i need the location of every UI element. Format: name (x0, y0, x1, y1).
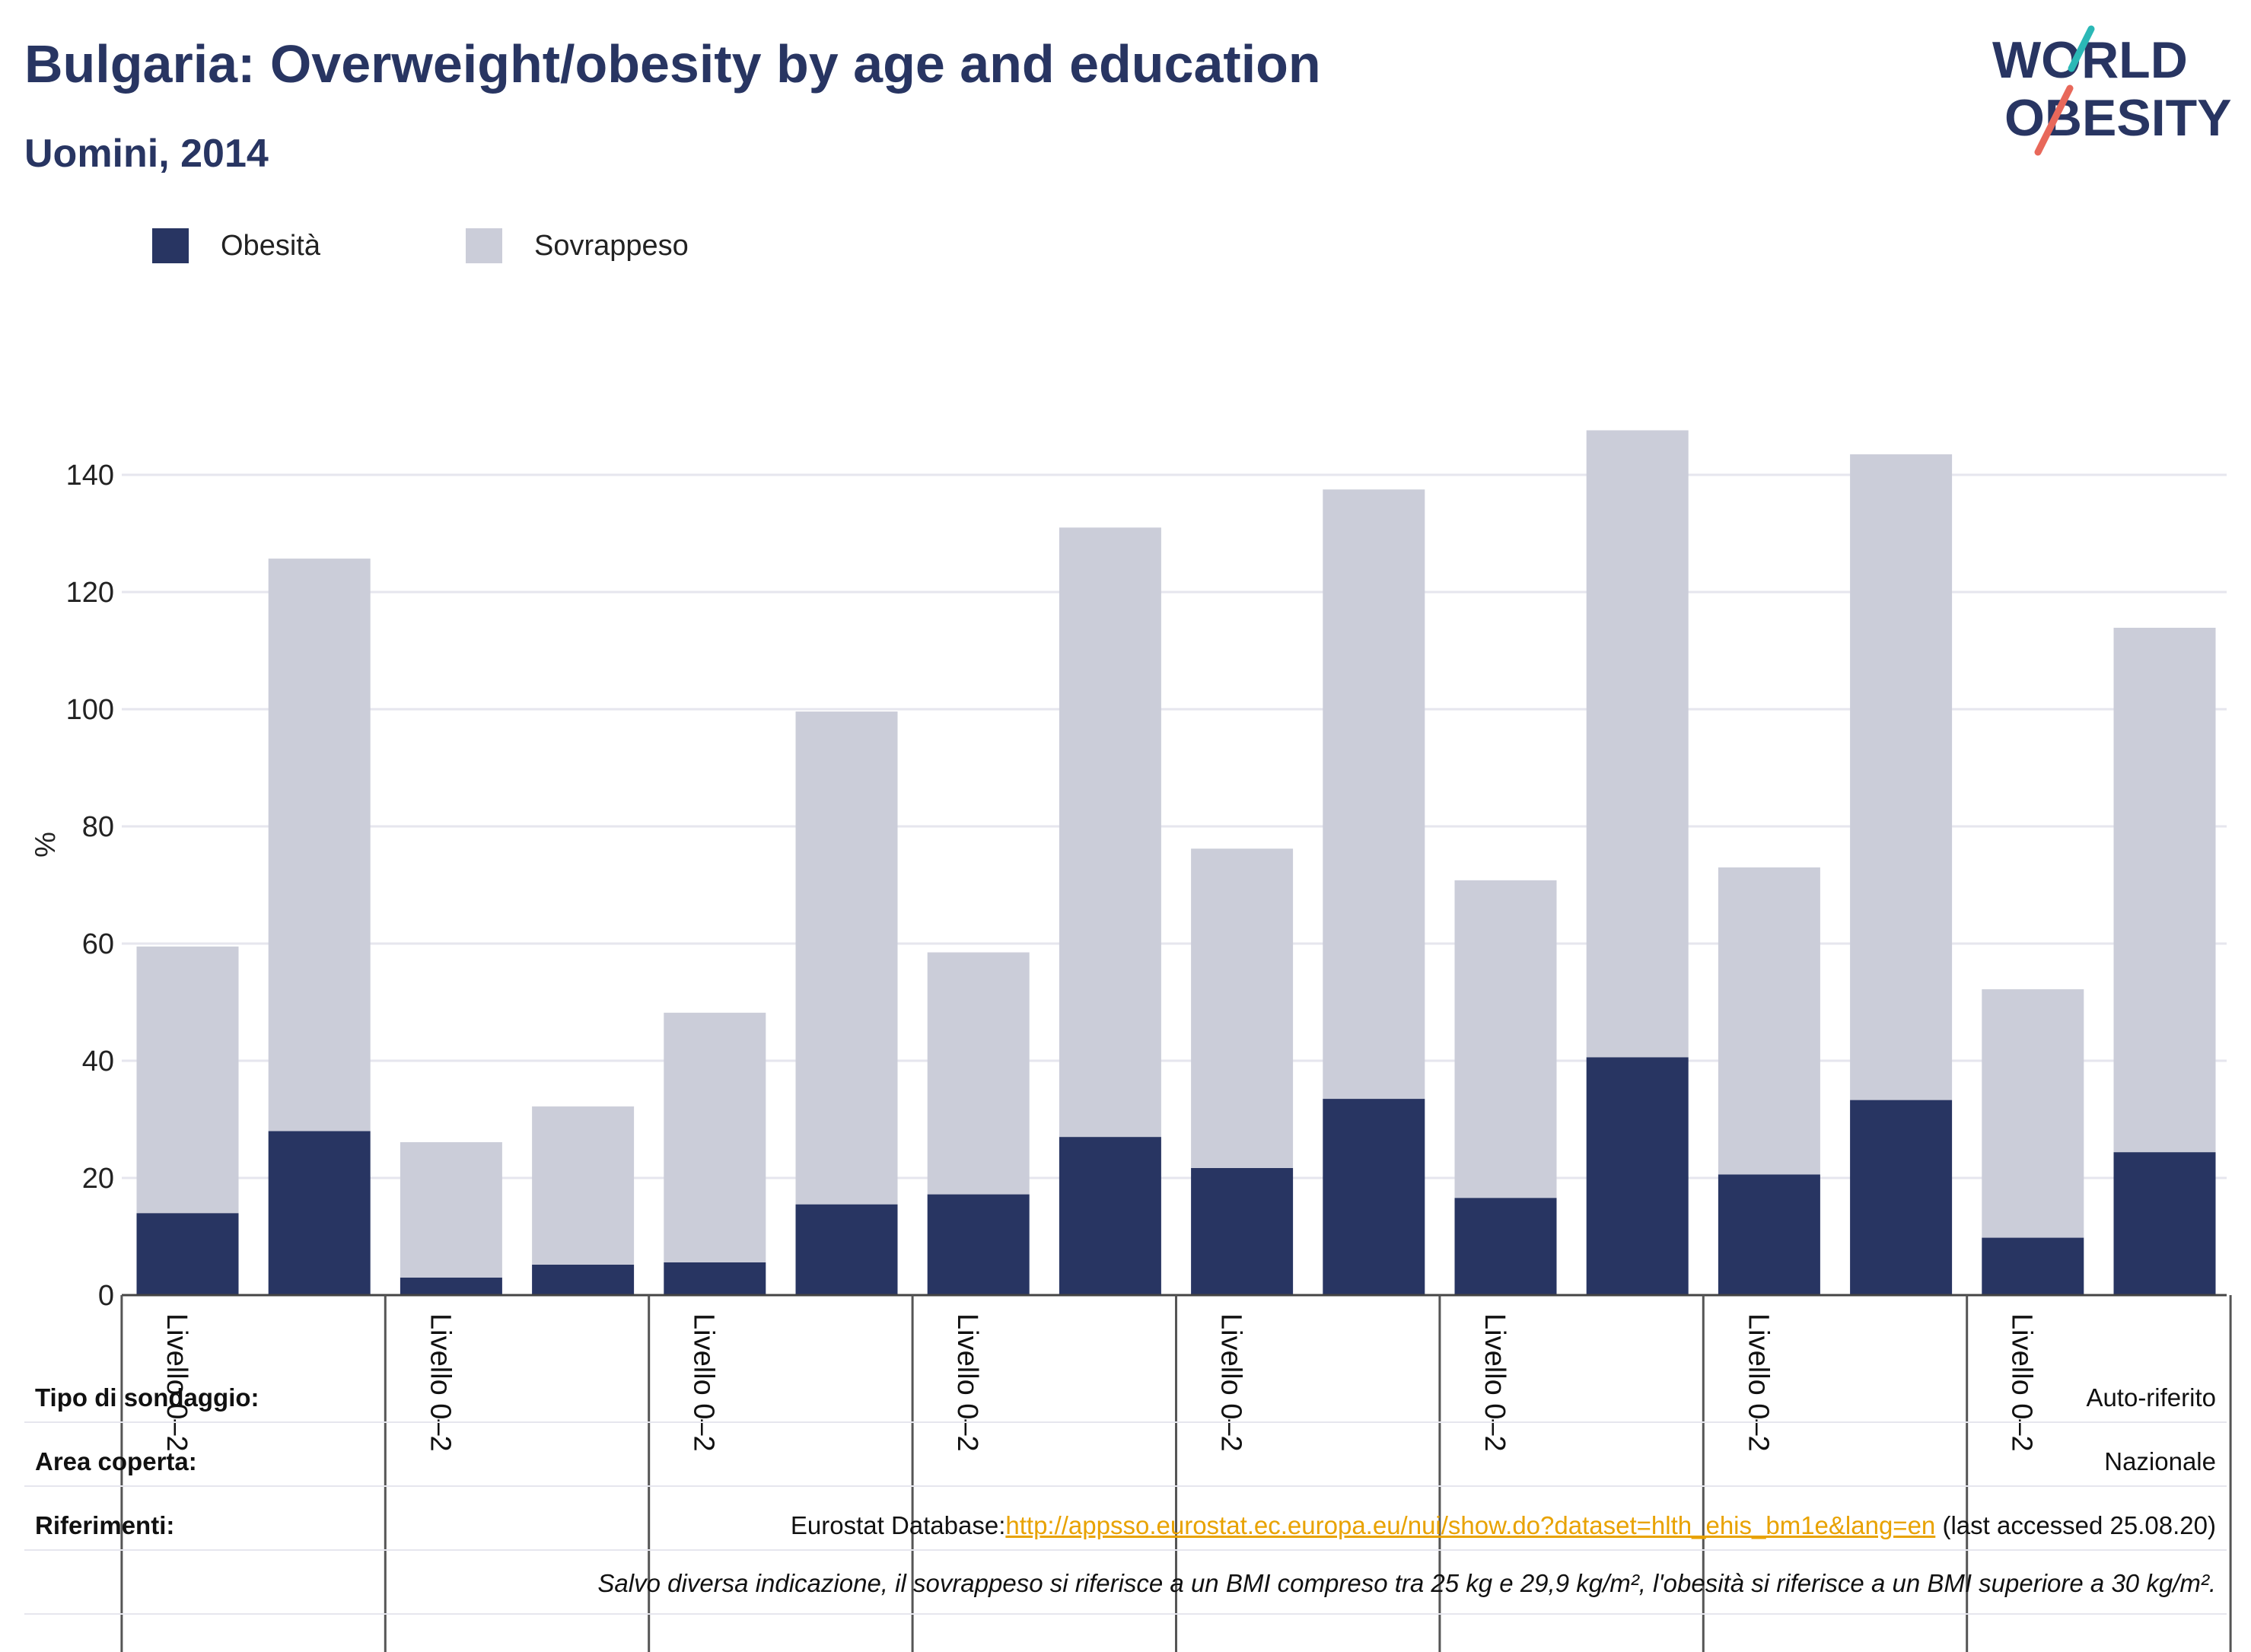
bar-overweight[interactable] (1850, 454, 1953, 1100)
legend-label-obesity: Obesità (221, 230, 320, 262)
info-row-references: Riferimenti: Eurostat Database:http://ap… (0, 1498, 2251, 1558)
bar-obesity[interactable] (927, 1194, 1030, 1295)
bars-layer (136, 430, 2216, 1295)
area-value: Nazionale (2104, 1447, 2216, 1475)
references-prefix: Eurostat Database: (790, 1511, 1006, 1539)
bar-overweight[interactable] (795, 711, 898, 1205)
bar-obesity[interactable] (2113, 1152, 2216, 1295)
bar-overweight[interactable] (1586, 430, 1689, 1058)
bar-overweight[interactable] (1454, 880, 1557, 1198)
bar-obesity[interactable] (1982, 1237, 2084, 1295)
definition-note: Salvo diversa indicazione, il sovrappeso… (597, 1569, 2216, 1597)
axis-layer: 0 20 40 60 80 100 120 140 Livello 0–2 Livello 0–2… (66, 460, 2232, 1652)
bar-overweight[interactable] (268, 559, 371, 1132)
table-divider (24, 1549, 2227, 1551)
bar-overweight[interactable] (664, 1012, 766, 1262)
info-row-area: Area coperta: Nazionale (0, 1434, 2251, 1494)
bar-overweight[interactable] (136, 946, 239, 1214)
y-tick-label: 20 (82, 1163, 114, 1195)
bar-overweight[interactable] (2113, 627, 2216, 1153)
logo-line1: WORLD (1992, 31, 2188, 89)
survey-type-value: Auto-riferito (2086, 1383, 2216, 1412)
bar-obesity[interactable] (532, 1264, 635, 1295)
bar-obesity[interactable] (1850, 1100, 1953, 1295)
table-divider (24, 1421, 2227, 1423)
bar-obesity[interactable] (268, 1131, 371, 1295)
bar-overweight[interactable] (532, 1106, 635, 1265)
table-divider (24, 1485, 2227, 1487)
info-row-survey-type: Tipo di sondaggio: Auto-riferito (0, 1370, 2251, 1431)
bar-obesity[interactable] (1191, 1167, 1294, 1295)
y-tick-label: 120 (66, 577, 114, 609)
bar-overweight[interactable] (1191, 848, 1294, 1168)
bar-obesity[interactable] (1059, 1137, 1161, 1295)
chart-subtitle: Uomini, 2014 (24, 132, 269, 176)
legend-label-overweight: Sovrappeso (534, 230, 689, 262)
y-tick-label: 140 (66, 460, 114, 492)
y-tick-label: 60 (82, 928, 114, 960)
references-suffix: (last accessed 25.08.20) (1942, 1511, 2216, 1539)
legend-swatch-overweight (466, 228, 502, 263)
bar-overweight[interactable] (927, 952, 1030, 1195)
x-group-label: Livello 0–2 (1215, 1313, 1247, 1452)
chart-title: Bulgaria: Overweight/obesity by age and … (24, 34, 1321, 94)
references-value: Eurostat Database:http://appsso.eurostat… (791, 1511, 2216, 1540)
legend-swatch-obesity (152, 228, 189, 263)
bar-obesity[interactable] (795, 1204, 898, 1295)
y-axis-label: % (30, 832, 62, 858)
bar-obesity[interactable] (664, 1262, 766, 1295)
bar-overweight[interactable] (1059, 527, 1161, 1138)
y-tick-label: 0 (98, 1280, 114, 1312)
world-obesity-logo: WORLD OBESITY (1992, 25, 2232, 156)
y-tick-label: 100 (66, 694, 114, 726)
bar-obesity[interactable] (1586, 1057, 1689, 1295)
bar-overweight[interactable] (1982, 989, 2084, 1238)
bar-obesity[interactable] (1454, 1198, 1557, 1295)
bar-obesity[interactable] (136, 1213, 239, 1295)
x-group-label: Livello 0–2 (1479, 1313, 1511, 1452)
bar-overweight[interactable] (1323, 489, 1425, 1100)
x-group-label: Livello 0–2 (1742, 1313, 1774, 1452)
references-label: Riferimenti: (35, 1511, 175, 1539)
survey-type-label: Tipo di sondaggio: (35, 1383, 259, 1412)
bar-overweight[interactable] (400, 1142, 502, 1278)
x-group-label: Livello 0–2 (688, 1313, 720, 1452)
x-group-label: Livello 0–2 (424, 1313, 456, 1452)
y-tick-label: 40 (82, 1046, 114, 1077)
table-divider (24, 1613, 2227, 1615)
bar-obesity[interactable] (400, 1277, 502, 1295)
bar-overweight[interactable] (1718, 867, 1820, 1175)
bar-obesity[interactable] (1323, 1099, 1425, 1295)
x-group-label: Livello 0–2 (951, 1313, 983, 1452)
y-tick-label: 80 (82, 811, 114, 843)
x-group-label: Livello 0–2 (161, 1313, 193, 1452)
bar-obesity[interactable] (1718, 1174, 1820, 1295)
x-group-label: Livello 0–2 (2006, 1313, 2038, 1452)
references-link[interactable]: http://appsso.eurostat.ec.europa.eu/nui/… (1005, 1511, 1936, 1539)
area-label: Area coperta: (35, 1447, 197, 1475)
